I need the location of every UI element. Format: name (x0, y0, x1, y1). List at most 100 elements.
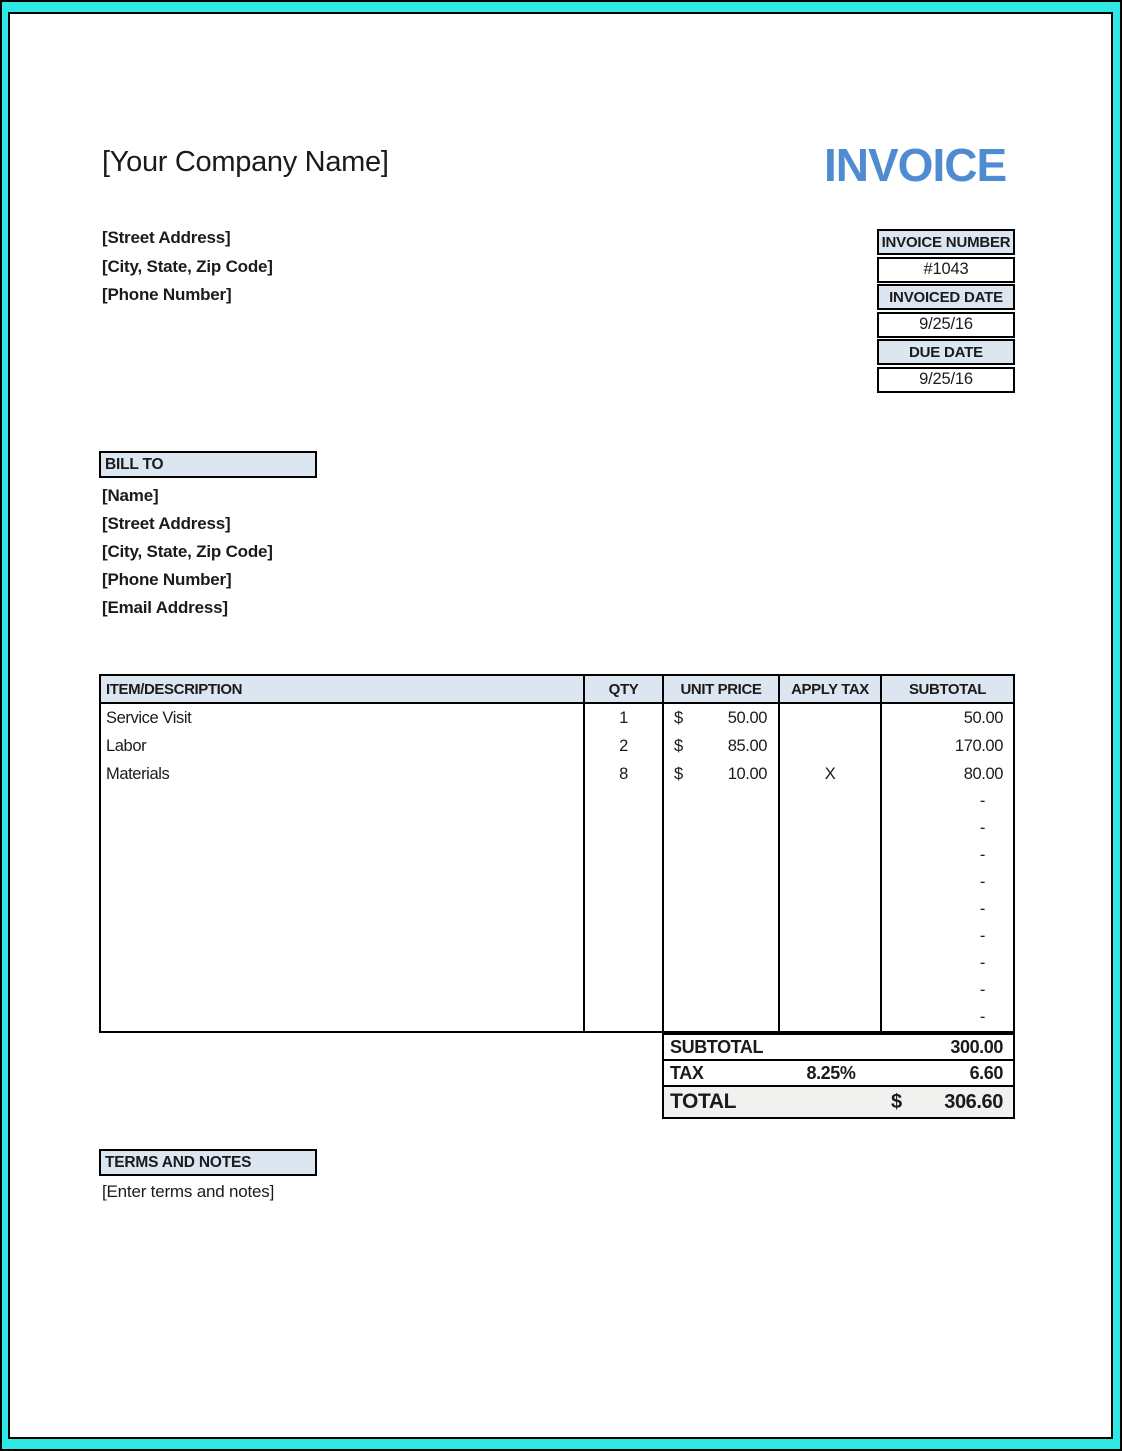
empty-row-qty (585, 977, 664, 1004)
empty-row-unit-price (664, 842, 780, 869)
item-description: Labor (101, 732, 585, 760)
empty-row-apply-tax (780, 869, 882, 896)
item-apply-tax: X (780, 760, 882, 788)
item-description: Service Visit (101, 704, 585, 732)
item-apply-tax (780, 732, 882, 760)
item-qty: 1 (585, 704, 664, 732)
column-header-item-description: ITEM/DESCRIPTION (101, 676, 585, 702)
company-address-block: [Street Address] [City, State, Zip Code]… (102, 224, 273, 310)
unit-price-value: 10.00 (727, 764, 768, 783)
item-unit-price: $ 10.00 (664, 760, 780, 788)
currency-symbol: $ (674, 708, 683, 727)
empty-row-subtotal-dash: - (979, 846, 986, 864)
subtotal-value: 300.00 (950, 1036, 1003, 1057)
empty-row-subtotal-dash: - (979, 873, 986, 891)
empty-row-apply-tax (780, 788, 882, 815)
unit-price-value: 85.00 (727, 736, 768, 755)
column-header-apply-tax: APPLY TAX (780, 676, 882, 702)
empty-row-subtotal-dash: - (979, 954, 986, 972)
empty-row-description (101, 842, 585, 869)
company-phone-number: [Phone Number] (102, 285, 232, 304)
subtotal-label: SUBTOTAL (670, 1036, 764, 1057)
invoice-number-value: #1043 (877, 256, 1015, 283)
empty-row-description (101, 815, 585, 842)
tax-row: TAX 8.25% 6.60 (662, 1059, 1015, 1087)
empty-row-description (101, 896, 585, 923)
empty-row-qty (585, 950, 664, 977)
invoice-meta-table: INVOICE NUMBER #1043 INVOICED DATE 9/25/… (877, 229, 1015, 394)
total-row: TOTAL $ 306.60 (662, 1085, 1015, 1119)
company-street-address: [Street Address] (102, 228, 231, 247)
empty-row-subtotal-dash: - (979, 819, 986, 837)
empty-row-subtotal-dash: - (979, 1008, 986, 1026)
empty-row-qty (585, 842, 664, 869)
empty-row-unit-price (664, 977, 780, 1004)
empty-row-subtotal-dash: - (979, 927, 986, 945)
item-qty: 8 (585, 760, 664, 788)
bill-to-phone-number: [Phone Number] (102, 570, 232, 589)
terms-and-notes-header: TERMS AND NOTES (99, 1149, 317, 1176)
empty-row-unit-price (664, 815, 780, 842)
empty-row-unit-price (664, 788, 780, 815)
invoice-title: INVOICE (824, 139, 1007, 191)
empty-row-description (101, 1004, 585, 1031)
due-date-label: DUE DATE (877, 339, 1015, 365)
empty-row-unit-price (664, 1004, 780, 1031)
total-currency-symbol: $ (891, 1090, 902, 1113)
item-apply-tax (780, 704, 882, 732)
total-label: TOTAL (670, 1090, 737, 1113)
currency-symbol: $ (674, 764, 683, 783)
empty-row-description (101, 977, 585, 1004)
bill-to-name: [Name] (102, 486, 159, 505)
empty-row-unit-price (664, 896, 780, 923)
bill-to-city-state-zip: [City, State, Zip Code] (102, 542, 273, 561)
tax-rate: 8.25% (806, 1062, 856, 1083)
terms-and-notes-placeholder: [Enter terms and notes] (102, 1182, 275, 1201)
invoiced-date-value: 9/25/16 (877, 311, 1015, 338)
item-subtotal: 50.00 (963, 708, 1004, 727)
bill-to-street-address: [Street Address] (102, 514, 231, 533)
unit-price-value: 50.00 (727, 708, 768, 727)
totals-section: SUBTOTAL 300.00 TAX 8.25% 6.60 TOTAL $ 3… (662, 1033, 1015, 1119)
tax-value: 6.60 (969, 1062, 1004, 1083)
empty-row-qty (585, 896, 664, 923)
invoice-number-label: INVOICE NUMBER (877, 229, 1015, 255)
empty-row-apply-tax (780, 815, 882, 842)
items-table: ITEM/DESCRIPTION QTY UNIT PRICE APPLY TA… (99, 674, 1015, 1033)
subtotal-row: SUBTOTAL 300.00 (662, 1033, 1015, 1061)
empty-row-qty (585, 815, 664, 842)
total-amount: $ 306.60 (882, 1091, 1013, 1114)
empty-row-unit-price (664, 869, 780, 896)
company-city-state-zip: [City, State, Zip Code] (102, 256, 273, 276)
empty-row-apply-tax (780, 842, 882, 869)
empty-row-subtotal-dash: - (979, 981, 986, 999)
column-header-unit-price: UNIT PRICE (664, 676, 780, 702)
total-value: 306.60 (944, 1090, 1003, 1113)
item-unit-price: $ 50.00 (664, 704, 780, 732)
empty-row-qty (585, 788, 664, 815)
due-date-value: 9/25/16 (877, 366, 1015, 393)
items-table-body: Service Visit 1 $ 50.00 50.00 Labor 2 $ … (101, 704, 1013, 1031)
column-header-subtotal: SUBTOTAL (908, 680, 987, 698)
empty-row-apply-tax (780, 1004, 882, 1031)
column-header-qty: QTY (585, 676, 664, 702)
empty-row-description (101, 950, 585, 977)
empty-row-apply-tax (780, 923, 882, 950)
company-name: [Your Company Name] (102, 146, 389, 178)
bill-to-block: [Name] [Street Address] [City, State, Zi… (102, 482, 273, 622)
item-qty: 2 (585, 732, 664, 760)
empty-row-qty (585, 923, 664, 950)
empty-row-subtotal-dash: - (979, 900, 986, 918)
empty-row-description (101, 923, 585, 950)
items-table-header-row: ITEM/DESCRIPTION QTY UNIT PRICE APPLY TA… (101, 676, 1013, 704)
bill-to-header: BILL TO (99, 451, 317, 478)
empty-row-apply-tax (780, 950, 882, 977)
item-subtotal: 80.00 (963, 764, 1004, 783)
empty-row-unit-price (664, 923, 780, 950)
empty-row-unit-price (664, 950, 780, 977)
item-subtotal: 170.00 (954, 736, 1003, 755)
empty-row-apply-tax (780, 896, 882, 923)
empty-row-qty (585, 1004, 664, 1031)
currency-symbol: $ (674, 736, 683, 755)
